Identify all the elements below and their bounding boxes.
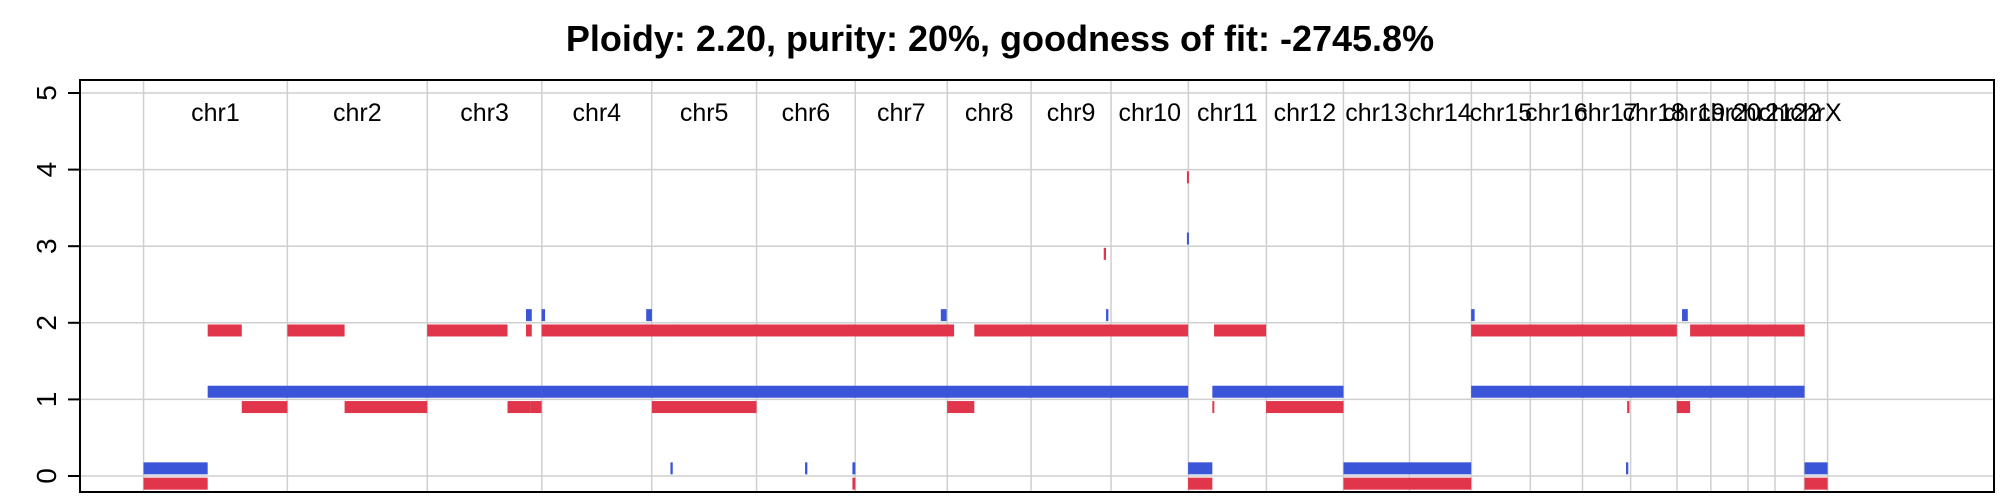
- major-segment: [1106, 309, 1109, 322]
- major-segment: [852, 462, 856, 475]
- y-tick-label: 4: [31, 162, 62, 178]
- chromosome-label: chr21: [1730, 99, 1793, 127]
- plot-frame: [79, 79, 1995, 493]
- major-segment: [756, 385, 1032, 398]
- minor-segment: [1186, 171, 1189, 184]
- chromosome-label: chr18: [1623, 99, 1686, 127]
- chromosome-label: chr1: [191, 99, 240, 127]
- chromosome-label: chr7: [877, 99, 926, 127]
- minor-segment: [651, 401, 757, 414]
- chromosome-label: chr22: [1758, 99, 1821, 127]
- chromosome-label: chr6: [782, 99, 831, 127]
- major-segment: [541, 385, 757, 398]
- chromosome-label: chr12: [1274, 99, 1337, 127]
- minor-segment: [1214, 324, 1267, 337]
- minor-segment: [1103, 247, 1107, 260]
- minor-segment: [1266, 401, 1344, 414]
- chromosome-labels: chr1 chr2 chr3 chr4 chr5 chr6 chr7 chr8 chr9 chr1…: [191, 99, 1842, 127]
- minor-segment: [1343, 477, 1472, 490]
- major-segment: [1031, 385, 1189, 398]
- major-segment: [1625, 462, 1629, 475]
- minor-segment: [207, 324, 242, 337]
- major-segment: [207, 385, 542, 398]
- major-segment: [1343, 462, 1472, 475]
- chromosome-label: chr9: [1047, 99, 1096, 127]
- y-tick-label: 0: [31, 468, 62, 484]
- minor-segment: [1471, 324, 1677, 337]
- chromosome-label: chr11: [1197, 99, 1258, 127]
- y-tick-label: 1: [31, 392, 62, 408]
- minor-segment: [974, 324, 1189, 337]
- minor-segment: [241, 401, 288, 414]
- chromosome-label: chr2: [333, 99, 382, 127]
- major-segment: [143, 462, 208, 475]
- y-tick-label: 5: [31, 85, 62, 101]
- y-tick-label: 3: [31, 238, 62, 254]
- chromosome-label: chr19: [1663, 99, 1726, 127]
- chromosome-label: chr17: [1575, 99, 1638, 127]
- major-segment: [1804, 462, 1828, 475]
- major-segment: [1186, 232, 1189, 245]
- minor-segment: [1690, 324, 1805, 337]
- minor-segment: [427, 324, 508, 337]
- y-axis: 0 1 2 3 4 5: [31, 85, 80, 484]
- minor-segment: [344, 401, 428, 414]
- major-segment: [1471, 385, 1805, 398]
- minor-segment: [645, 324, 652, 337]
- minor-segment: [526, 324, 532, 337]
- minor-segment: [672, 324, 675, 337]
- minor-segment: [287, 324, 345, 337]
- major-segment: [1188, 462, 1213, 475]
- minor-segment: [852, 477, 856, 490]
- minor-segment: [143, 477, 208, 490]
- major-segment: [541, 309, 546, 322]
- minor-segment: [530, 401, 542, 414]
- minor-segment: [1676, 401, 1691, 414]
- chromosome-label: chr14: [1409, 99, 1472, 127]
- major-segment: [805, 462, 808, 475]
- minor-segment: [1212, 401, 1215, 414]
- major-segment: [526, 309, 532, 322]
- minor-segment: [1188, 477, 1213, 490]
- major-segment: [1682, 309, 1688, 322]
- minor-segment: [507, 401, 531, 414]
- chromosome-label: chr15: [1470, 99, 1533, 127]
- major-segment: [670, 462, 673, 475]
- chromosome-label: chr16: [1525, 99, 1588, 127]
- segments: [143, 171, 1828, 490]
- chromosome-label: chr10: [1118, 99, 1181, 127]
- chromosome-label: chr5: [680, 99, 729, 127]
- minor-segment: [1627, 401, 1630, 414]
- grid-lines: [80, 80, 1994, 492]
- major-segment: [1471, 309, 1475, 322]
- major-segment: [1212, 385, 1344, 398]
- chromosome-label: chr20: [1698, 99, 1761, 127]
- chart-title: Ploidy: 2.20, purity: 20%, goodness of f…: [565, 18, 1435, 59]
- major-segment: [646, 309, 652, 322]
- minor-segment: [1804, 477, 1828, 490]
- chromosome-label: chr8: [965, 99, 1014, 127]
- major-segment: [940, 309, 947, 322]
- chromosome-label: chr3: [460, 99, 509, 127]
- chromosome-label: chr4: [572, 99, 621, 127]
- chromosome-label: chrX: [1790, 99, 1842, 127]
- minor-segment: [756, 324, 955, 337]
- chromosome-label: chr13: [1345, 99, 1408, 127]
- y-tick-label: 2: [31, 315, 62, 331]
- minor-segment: [947, 401, 975, 414]
